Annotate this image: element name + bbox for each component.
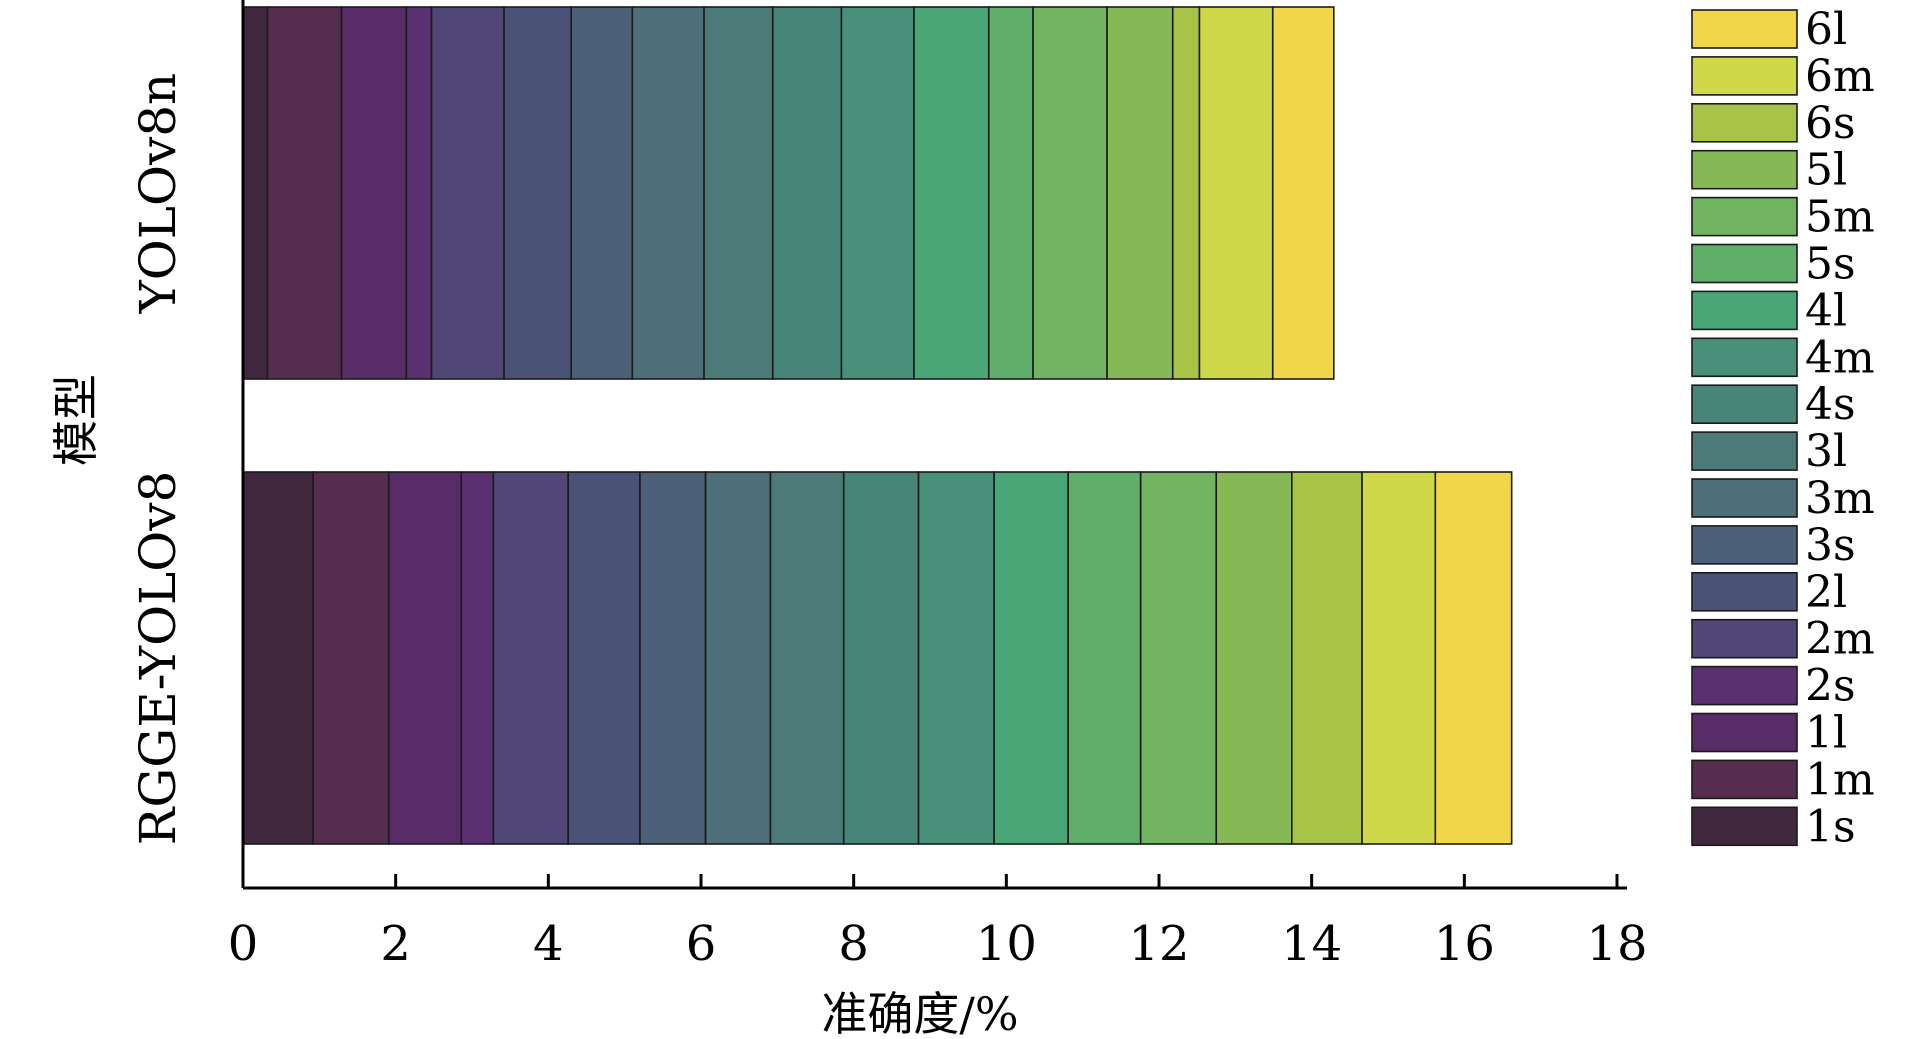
x-tick-label-18: 18 (1586, 916, 1647, 972)
legend-swatch-1m (1691, 759, 1798, 800)
bar-segment-2m-0 (430, 6, 505, 380)
bar-segment-1m-0 (266, 6, 343, 380)
legend-swatch-6m (1691, 56, 1798, 96)
legend-label-1m: 1m (1805, 754, 1875, 805)
bar-segment-4l-0 (913, 6, 990, 380)
x-axis-title: 准确度/% (821, 987, 1018, 1039)
bar-segment-4s-1 (842, 471, 920, 845)
legend-label-4l: 4l (1805, 285, 1847, 336)
bar-segment-1l-1 (387, 471, 463, 845)
legend-swatch-4s (1691, 384, 1798, 425)
legend-label-3l: 3l (1805, 426, 1847, 477)
bar-segment-2m-1 (492, 471, 569, 845)
bar-segment-3s-0 (570, 6, 634, 380)
legend-label-4s: 4s (1805, 379, 1856, 430)
category-label-1: RGGE-YOLOv8 (129, 471, 187, 846)
bar-segment-1s-1 (242, 471, 315, 845)
bar-segment-2s-1 (460, 471, 495, 845)
bar-segment-4l-1 (993, 471, 1069, 845)
legend-label-5s: 5s (1805, 239, 1856, 290)
bar-segment-5l-0 (1106, 6, 1174, 380)
bar-segment-1l-0 (340, 6, 408, 380)
bar-segment-4m-0 (840, 6, 915, 380)
bar-segment-5l-1 (1215, 471, 1293, 845)
legend-label-3s: 3s (1805, 520, 1856, 571)
legend-label-3m: 3m (1805, 473, 1875, 524)
x-ticks: 0 2 4 6 8 10 12 14 16 18 (228, 874, 1648, 972)
x-tick-label-2: 2 (380, 916, 411, 972)
bar-segment-5s-0 (987, 6, 1034, 380)
category-labels: YOLOv8n RGGE-YOLOv8 (129, 73, 187, 846)
legend-swatch-5l (1691, 149, 1798, 190)
y-axis-title: 模型 (49, 374, 103, 466)
legend-swatch-5m (1691, 196, 1798, 237)
legend-label-6m: 6m (1805, 51, 1875, 102)
bar-segment-4s-0 (771, 6, 843, 380)
category-label-0: YOLOv8n (129, 73, 187, 314)
legend-label-2l: 2l (1805, 567, 1847, 618)
legend-swatch-2l (1691, 571, 1798, 612)
x-tick-label-14: 14 (1281, 916, 1342, 972)
x-tick-label-4: 4 (533, 916, 564, 972)
x-tick-label-10: 10 (976, 916, 1037, 972)
legend-swatch-3l (1691, 431, 1798, 471)
legend-swatch-6s (1691, 103, 1798, 143)
legend-swatch-4m (1691, 337, 1798, 378)
bar-segment-6m-0 (1198, 6, 1274, 380)
legend-swatch-4l (1691, 290, 1798, 331)
bar-segment-4m-1 (917, 471, 995, 845)
legend-label-6l: 6l (1805, 4, 1847, 55)
legend-swatch-6l (1691, 9, 1798, 49)
legend-swatch-5s (1691, 243, 1798, 284)
bar-segment-3l-1 (769, 471, 845, 845)
legend-label-2m: 2m (1805, 614, 1875, 665)
legend-label-1s: 1s (1805, 801, 1856, 852)
bar-segment-2l-1 (567, 471, 641, 845)
bar-segment-6s-1 (1291, 471, 1363, 845)
axes-layer: 0 2 4 6 8 10 12 14 16 18 (228, 0, 1648, 972)
legend-swatch-3s (1691, 525, 1798, 565)
bar-segment-5m-0 (1032, 6, 1108, 380)
x-tick-label-6: 6 (686, 916, 717, 972)
bar-segment-6l-1 (1434, 471, 1513, 845)
bar-segment-2s-0 (405, 6, 433, 380)
bar-segment-5m-1 (1139, 471, 1218, 845)
x-tick-label-12: 12 (1128, 916, 1189, 972)
legend-label-5l: 5l (1805, 145, 1847, 196)
bars-layer (242, 6, 1513, 845)
legend-swatch-2s (1691, 665, 1798, 706)
bar-segment-3l-0 (703, 6, 774, 380)
legend-label-5m: 5m (1805, 192, 1875, 243)
x-tick-label-0: 0 (228, 916, 259, 972)
bar-segment-1m-1 (312, 471, 390, 845)
x-tick-label-16: 16 (1434, 916, 1495, 972)
legend-swatch-2m (1691, 618, 1798, 659)
bar-segment-3m-1 (704, 471, 772, 845)
bar-segment-3m-0 (631, 6, 705, 380)
bar-segment-6s-0 (1171, 6, 1201, 380)
bar-segment-5s-1 (1067, 471, 1142, 845)
legend-swatch-1s (1691, 806, 1798, 847)
bar-segment-2l-0 (503, 6, 573, 380)
bar-segment-6m-1 (1361, 471, 1437, 845)
bar-segment-1s-0 (242, 6, 269, 380)
legend-label-4m: 4m (1805, 332, 1875, 383)
bar-segment-3s-1 (639, 471, 707, 845)
legend-swatch-1l (1691, 712, 1798, 753)
legend-label-2s: 2s (1805, 661, 1856, 712)
bar-segment-6l-0 (1271, 6, 1335, 380)
legend-swatch-3m (1691, 478, 1798, 518)
legend-label-1l: 1l (1805, 708, 1847, 759)
x-tick-label-8: 8 (838, 916, 869, 972)
legend-label-6s: 6s (1805, 98, 1856, 149)
